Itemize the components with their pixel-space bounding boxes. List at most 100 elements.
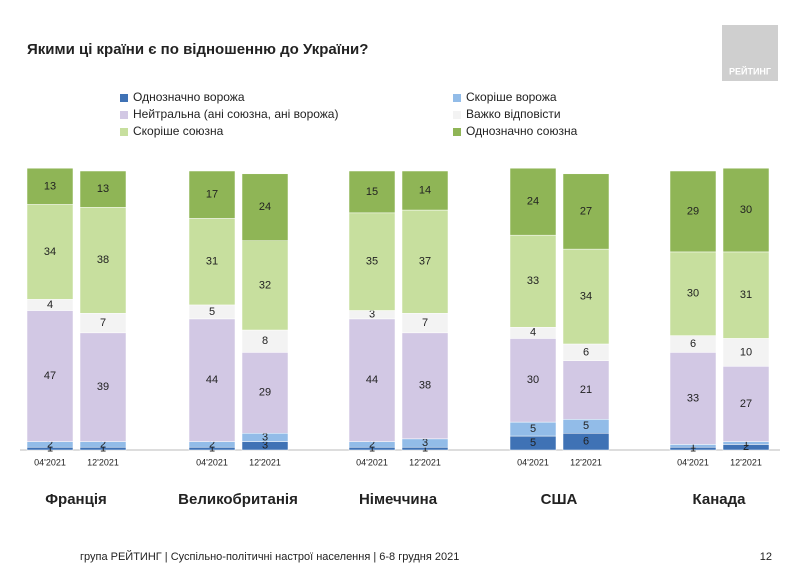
bar-segment xyxy=(401,332,449,440)
bar-segment xyxy=(26,310,74,442)
value-label: 6 xyxy=(690,338,696,350)
bar-segment xyxy=(562,248,610,345)
value-label: 27 xyxy=(740,398,752,410)
x-tick-label: 04'2021 xyxy=(34,457,66,467)
group-label: Франція xyxy=(45,491,107,508)
value-label: 33 xyxy=(527,275,539,287)
value-label: 17 xyxy=(206,189,218,201)
value-label: 44 xyxy=(206,374,218,386)
bar-segment xyxy=(241,173,289,241)
value-label: 5 xyxy=(583,420,589,432)
value-label: 31 xyxy=(206,256,218,268)
bar-segment xyxy=(26,167,74,205)
legend-swatch xyxy=(453,128,461,136)
bar-segment xyxy=(562,173,610,250)
bar-segment xyxy=(79,207,127,314)
value-label: 27 xyxy=(580,205,592,217)
value-label: 5 xyxy=(530,437,536,449)
bar-segment xyxy=(348,212,396,311)
logo-box xyxy=(722,25,778,81)
value-label: 2 xyxy=(47,438,53,450)
value-label: 2 xyxy=(100,438,106,450)
value-label: 1 xyxy=(209,443,215,455)
value-label: 7 xyxy=(100,317,106,329)
value-label: 34 xyxy=(44,246,56,258)
bar-segment xyxy=(348,318,396,442)
bar-segment xyxy=(669,170,717,253)
legend-label: Однозначно ворожа xyxy=(133,90,245,104)
value-label: 13 xyxy=(44,180,56,192)
bar-segment xyxy=(669,251,717,336)
x-tick-label: 12'2021 xyxy=(730,457,762,467)
value-label: 1 xyxy=(690,443,696,455)
x-tick-label: 12'2021 xyxy=(87,457,119,467)
value-label: 2 xyxy=(209,438,215,450)
value-label: 29 xyxy=(259,387,271,399)
bar-segment xyxy=(188,170,236,219)
value-label: 5 xyxy=(209,306,215,318)
value-label: 30 xyxy=(527,374,539,386)
bar-segment xyxy=(79,170,127,208)
bar-segment xyxy=(401,209,449,314)
value-label: 4 xyxy=(530,327,536,339)
value-label: 13 xyxy=(97,183,109,195)
value-label: 1 xyxy=(100,443,106,455)
legend-swatch xyxy=(120,111,128,119)
value-label: 39 xyxy=(97,381,109,393)
value-label: 3 xyxy=(262,431,268,443)
x-tick-label: 12'2021 xyxy=(249,457,281,467)
bar-segment xyxy=(241,352,289,434)
x-tick-label: 04'2021 xyxy=(677,457,709,467)
bar-segment xyxy=(509,167,557,236)
bar-segment xyxy=(79,332,127,442)
value-label: 7 xyxy=(422,317,428,329)
value-label: 21 xyxy=(580,384,592,396)
value-label: 1 xyxy=(422,443,428,455)
value-label: 3 xyxy=(262,440,268,452)
x-tick-label: 04'2021 xyxy=(356,457,388,467)
x-tick-label: 04'2021 xyxy=(196,457,228,467)
value-label: 2 xyxy=(369,438,375,450)
value-label: 3 xyxy=(422,437,428,449)
chart-title: Якими ці країни є по відношенню до Украї… xyxy=(27,41,368,58)
value-label: 10 xyxy=(740,346,752,358)
bar-segment xyxy=(241,240,289,331)
value-label: 30 xyxy=(687,288,699,300)
bar-segment xyxy=(509,234,557,328)
legend-label: Скоріше ворожа xyxy=(466,90,557,104)
bar-segment xyxy=(669,352,717,445)
value-label: 37 xyxy=(419,256,431,268)
bar-segment xyxy=(509,338,557,423)
x-tick-label: 12'2021 xyxy=(409,457,441,467)
value-label: 1 xyxy=(690,440,696,452)
value-label: 1 xyxy=(369,443,375,455)
value-label: 32 xyxy=(259,279,271,291)
value-label: 4 xyxy=(47,299,53,311)
value-label: 14 xyxy=(419,184,431,196)
value-label: 38 xyxy=(419,380,431,392)
bar-segment xyxy=(188,318,236,442)
legend-label: Скоріше союзна xyxy=(133,124,224,138)
page-number: 12 xyxy=(760,551,772,563)
value-label: 6 xyxy=(583,346,589,358)
value-label: 38 xyxy=(97,254,109,266)
value-label: 29 xyxy=(687,205,699,217)
value-label: 1 xyxy=(47,443,53,455)
value-label: 30 xyxy=(740,204,752,216)
legend-label: Нейтральна (ані союзна, ані ворожа) xyxy=(133,107,338,121)
value-label: 5 xyxy=(530,423,536,435)
value-label: 34 xyxy=(580,290,592,302)
value-label: 6 xyxy=(583,436,589,448)
group-label: Німеччина xyxy=(359,491,438,508)
legend-swatch xyxy=(120,94,128,102)
bar-segment xyxy=(562,360,610,420)
bar-segment xyxy=(722,167,770,253)
bar-segment xyxy=(26,204,74,300)
legend-swatch xyxy=(453,111,461,119)
value-label: 35 xyxy=(366,256,378,268)
legend-swatch xyxy=(120,128,128,136)
value-label: 15 xyxy=(366,186,378,198)
value-label: 24 xyxy=(259,201,271,213)
